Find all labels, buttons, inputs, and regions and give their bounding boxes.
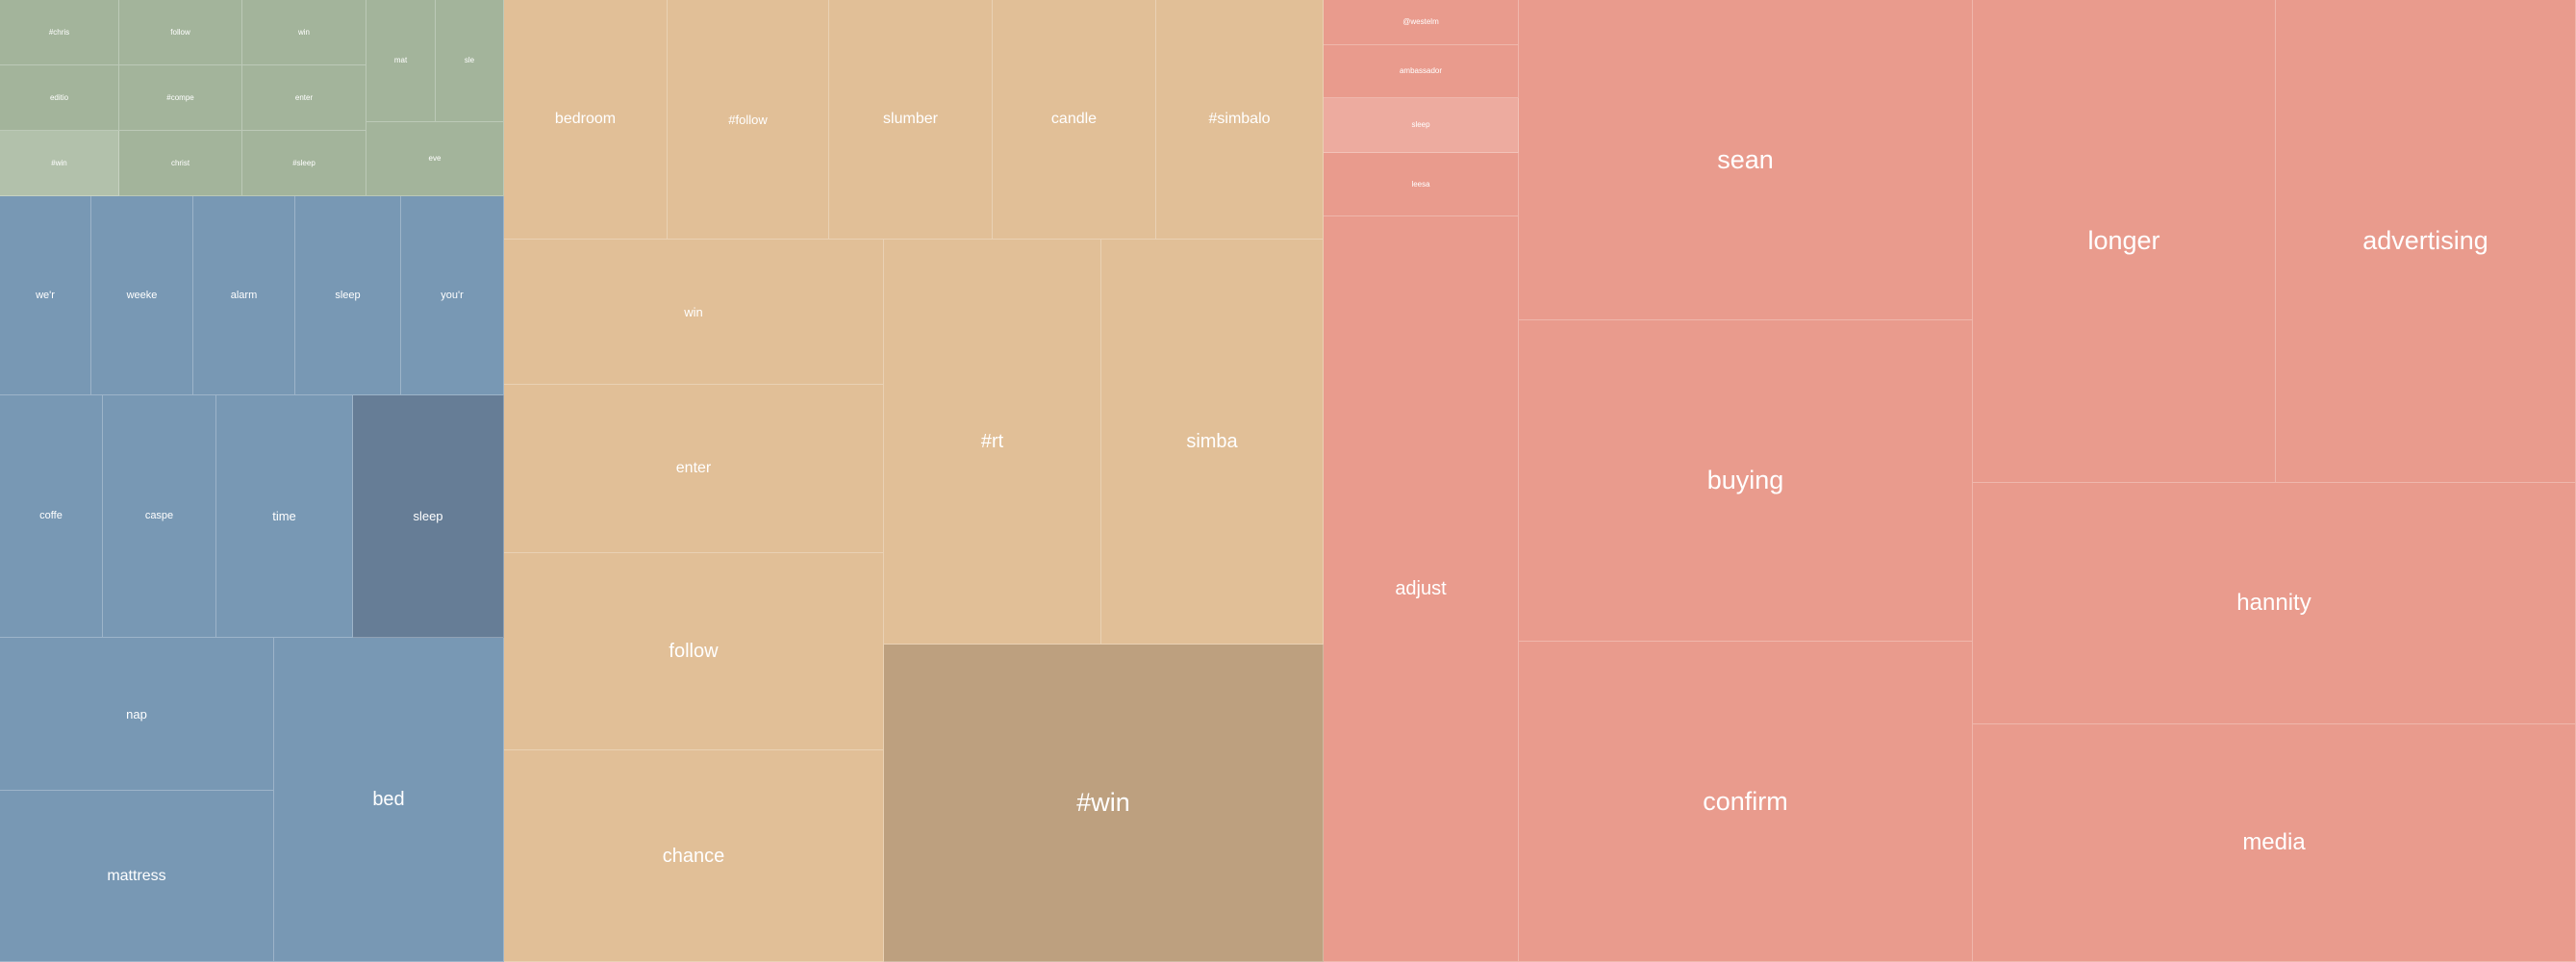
treemap-tile-tan-0: bedroom — [504, 0, 668, 240]
treemap-tile-tan-10: simba — [1101, 240, 1324, 645]
treemap-tile-green-0: #chris — [0, 0, 119, 65]
treemap-tile-green-9: christ — [119, 131, 242, 196]
treemap-tile-label: weeke — [126, 289, 158, 301]
treemap-tile-blue-1: weeke — [91, 196, 193, 395]
treemap-tile-blue-0: we'r — [0, 196, 91, 395]
treemap-tile-red-9: advertising — [2276, 0, 2576, 483]
treemap-tile-tan-3: candle — [993, 0, 1156, 240]
treemap-tile-tan-9: #rt — [884, 240, 1101, 645]
treemap-tile-label: media — [2242, 829, 2306, 855]
treemap-tile-label: mattress — [107, 867, 166, 884]
treemap-tile-label: #follow — [728, 112, 768, 127]
treemap-tile-label: follow — [170, 27, 190, 37]
treemap-tile-green-7: enter — [242, 65, 366, 131]
treemap-tile-label: bed — [372, 789, 405, 810]
treemap-tile-label: nap — [126, 706, 147, 722]
treemap-tile-label: sle — [464, 56, 475, 64]
treemap-tile-label: sleep — [1411, 120, 1430, 129]
treemap-tile-label: #rt — [980, 431, 1004, 452]
treemap-tile-label: hannity — [2236, 590, 2311, 616]
treemap-tile-label: chance — [662, 845, 725, 867]
treemap-tile-green-6: #compe — [119, 65, 242, 131]
treemap-tile-label: bedroom — [554, 111, 617, 127]
treemap-tile-label: #win — [51, 158, 67, 167]
treemap-tile-red-4: adjust — [1324, 216, 1519, 962]
treemap-tile-red-3: leesa — [1324, 153, 1519, 216]
treemap-tile-label: longer — [2087, 226, 2160, 255]
treemap-tile-label: time — [272, 509, 296, 523]
treemap-tile-tan-2: slumber — [829, 0, 993, 240]
treemap-tile-green-11: eve — [366, 122, 504, 196]
treemap-tile-red-11: media — [1973, 724, 2576, 962]
treemap-tile-blue-10: mattress — [0, 791, 274, 962]
treemap-tile-tan-1: #follow — [668, 0, 829, 240]
treemap-tile-label: confirm — [1703, 786, 1788, 816]
treemap-tile-label: @westelm — [1402, 17, 1439, 26]
treemap-tile-red-8: longer — [1973, 0, 2276, 483]
treemap-tile-green-8: #win — [0, 131, 119, 196]
treemap-tile-label: enter — [675, 460, 712, 476]
treemap-tile-red-10: hannity — [1973, 483, 2576, 724]
treemap-tile-label: alarm — [230, 289, 258, 301]
treemap-tile-label: adjust — [1395, 578, 1447, 599]
treemap-tile-label: simba — [1186, 431, 1238, 452]
treemap-tile-label: mat — [393, 56, 408, 64]
treemap-tile-red-5: sean — [1519, 0, 1973, 320]
treemap-tile-blue-2: alarm — [193, 196, 295, 395]
treemap-tile-label: sean — [1717, 144, 1774, 174]
treemap-tile-label: advertising — [2362, 226, 2488, 255]
treemap-tile-green-3: mat — [366, 0, 436, 122]
treemap-tile-label: we'r — [36, 289, 55, 301]
treemap-tile-blue-3: sleep — [295, 196, 401, 395]
treemap-tile-tan-4: #simbalo — [1156, 0, 1324, 240]
treemap-tile-label: sleep — [335, 289, 361, 301]
treemap-tile-blue-5: coffe — [0, 395, 103, 638]
treemap-tile-label: enter — [294, 92, 314, 102]
treemap-tile-label: #win — [1076, 788, 1130, 817]
treemap-tile-tan-8: chance — [504, 750, 884, 962]
treemap-tile-label: #sleep — [292, 158, 316, 167]
treemap-tile-blue-6: caspe — [103, 395, 216, 638]
treemap-tile-label: follow — [669, 641, 719, 662]
treemap-tile-label: #simbalo — [1208, 111, 1271, 127]
treemap-tile-tan-5: win — [504, 240, 884, 385]
treemap-tile-green-5: editio — [0, 65, 119, 131]
treemap-tile-tan-7: follow — [504, 553, 884, 750]
treemap-tile-label: caspe — [144, 510, 174, 521]
treemap-tile-green-2: win — [242, 0, 366, 65]
treemap-tile-label: sleep — [413, 509, 443, 523]
treemap-tile-green-4: sle — [436, 0, 504, 122]
treemap-tile-tan-6: enter — [504, 385, 884, 553]
treemap-tile-label: win — [297, 27, 310, 37]
treemap-tile-blue-4: you'r — [401, 196, 504, 395]
treemap-tile-label: #compe — [166, 92, 194, 102]
treemap-tile-red-6: buying — [1519, 320, 1973, 642]
treemap-tile-label: slumber — [883, 111, 938, 127]
treemap-tile-red-2: sleep — [1324, 98, 1519, 153]
treemap-tile-label: coffe — [39, 510, 63, 521]
treemap-tile-label: editio — [49, 92, 69, 102]
treemap-tile-label: candle — [1050, 111, 1098, 127]
treemap-tile-label: eve — [428, 154, 442, 163]
treemap-tile-blue-8: sleep — [353, 395, 504, 638]
treemap-tile-label: ambassador — [1399, 66, 1443, 75]
treemap-tile-green-1: follow — [119, 0, 242, 65]
treemap-tile-red-1: ambassador — [1324, 45, 1519, 98]
treemap-tile-label: win — [684, 304, 703, 319]
treemap-tile-red-7: confirm — [1519, 642, 1973, 962]
treemap-tile-label: #chris — [48, 27, 70, 37]
treemap-tile-label: you'r — [441, 289, 464, 301]
treemap-tile-label: christ — [170, 158, 190, 167]
treemap-tile-blue-9: nap — [0, 638, 274, 791]
treemap-tile-label: buying — [1706, 466, 1784, 494]
treemap-tile-tan-11: #win — [884, 645, 1324, 962]
treemap-tile-red-0: @westelm — [1324, 0, 1519, 45]
treemap-tile-label: leesa — [1411, 179, 1430, 189]
treemap-tile-blue-7: time — [216, 395, 353, 638]
treemap-tile-blue-11: bed — [274, 638, 504, 962]
treemap-tile-green-10: #sleep — [242, 131, 366, 196]
